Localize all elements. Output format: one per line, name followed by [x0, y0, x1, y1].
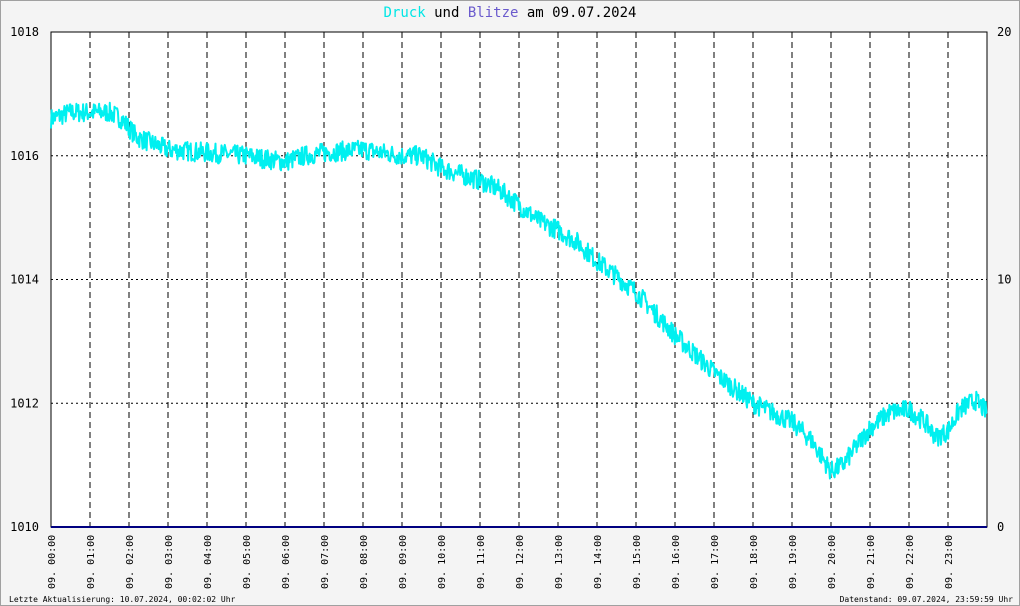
title-series-druck: Druck — [383, 5, 426, 21]
x-tick-label: 09. 04:00 — [203, 535, 214, 589]
x-tick-label: 09. 19:00 — [788, 535, 799, 589]
x-tick-label: 09. 15:00 — [632, 535, 643, 589]
y-left-tick-label: 1016 — [10, 149, 39, 163]
y-left-tick-label: 1018 — [10, 25, 39, 39]
x-tick-label: 09. 22:00 — [905, 535, 916, 589]
data-status-text: Datenstand: 09.07.2024, 23:59:59 Uhr — [839, 595, 1013, 604]
x-tick-label: 09. 08:00 — [359, 535, 370, 589]
x-tick-label: 09. 16:00 — [671, 535, 682, 589]
x-tick-label: 09. 02:00 — [125, 535, 136, 589]
last-update-text: Letzte Aktualisierung: 10.07.2024, 00:02… — [9, 595, 236, 604]
x-tick-label: 09. 07:00 — [320, 535, 331, 589]
x-tick-label: 09. 14:00 — [593, 535, 604, 589]
y-left-tick-label: 1012 — [10, 396, 39, 410]
x-tick-label: 09. 05:00 — [242, 535, 253, 589]
x-tick-label: 09. 12:00 — [515, 535, 526, 589]
x-tick-label: 09. 00:00 — [47, 535, 58, 589]
y-right-tick-label: 20 — [997, 25, 1011, 39]
x-tick-label: 09. 03:00 — [164, 535, 175, 589]
chart-title: Druck und Blitze am 09.07.2024 — [1, 5, 1019, 21]
y-left-tick-label: 1010 — [10, 520, 39, 534]
x-tick-label: 09. 17:00 — [710, 535, 721, 589]
x-tick-label: 09. 01:00 — [86, 535, 97, 589]
y-left-tick-label: 1014 — [10, 273, 39, 287]
x-tick-label: 09. 09:00 — [398, 535, 409, 589]
x-tick-label: 09. 11:00 — [476, 535, 487, 589]
x-tick-label: 09. 06:00 — [281, 535, 292, 589]
x-tick-label: 09. 23:00 — [944, 535, 955, 589]
x-tick-label: 09. 13:00 — [554, 535, 565, 589]
y-right-tick-label: 10 — [997, 273, 1011, 287]
title-connector: und — [434, 5, 460, 21]
title-date: am 09.07.2024 — [526, 5, 637, 21]
y-right-tick-label: 0 — [997, 520, 1004, 534]
x-tick-label: 09. 18:00 — [749, 535, 760, 589]
title-series-blitze: Blitze — [467, 5, 519, 21]
x-tick-label: 09. 20:00 — [827, 535, 838, 589]
x-tick-label: 09. 10:00 — [437, 535, 448, 589]
series-druck-line — [50, 101, 988, 480]
x-tick-label: 09. 21:00 — [866, 535, 877, 589]
